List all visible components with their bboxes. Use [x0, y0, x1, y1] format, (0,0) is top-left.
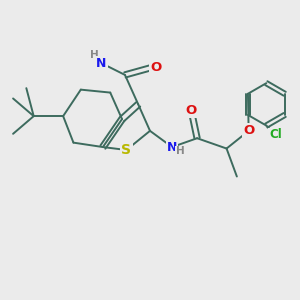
Text: S: S — [122, 143, 131, 157]
Text: Cl: Cl — [269, 128, 282, 142]
Text: H: H — [176, 146, 185, 157]
Text: O: O — [243, 124, 254, 137]
Text: N: N — [167, 141, 177, 154]
Text: N: N — [96, 57, 106, 70]
Text: O: O — [186, 104, 197, 117]
Text: O: O — [150, 61, 161, 74]
Text: H: H — [90, 50, 98, 60]
